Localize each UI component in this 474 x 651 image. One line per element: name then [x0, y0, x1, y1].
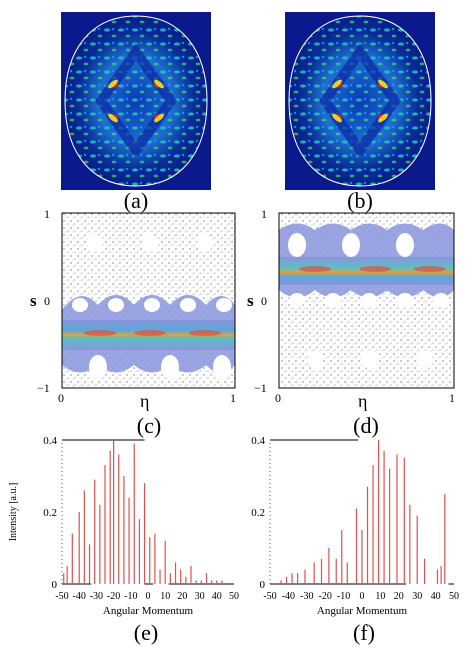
y-tick-mid: 0: [261, 294, 267, 308]
y-tick-label: 0: [260, 579, 266, 591]
y-tick-mid: 0: [44, 294, 50, 308]
phase-space-plot-d: 1 0 −1 s 0 1 η: [225, 205, 474, 420]
x-tick-label: -20: [107, 591, 120, 602]
x-tick-label: 30: [195, 591, 205, 602]
angular-momentum-chart-f: 0 0.2 0.4 -50 -40 -30 -20 -10 0 10 20 30 40 50 Angular…: [251, 435, 459, 617]
panel-label-a: (a): [123, 188, 149, 213]
y-tick-label: 0.2: [43, 507, 57, 519]
y-tick-top: 1: [261, 207, 267, 221]
x-tick-label: 40: [431, 591, 441, 602]
x-axis-label: η: [358, 391, 368, 411]
y-tick-bottom: −1: [254, 381, 267, 395]
x-tick-label: -20: [319, 591, 332, 602]
y-tick-top: 1: [44, 207, 50, 221]
wavefunction-image-b: [285, 12, 435, 190]
y-tick-label: 0.4: [251, 435, 265, 447]
panel-label-e: (e): [133, 620, 159, 645]
phase-space-plot-c: 1 0 −1 s 0 1 η: [0, 205, 240, 420]
x-tick-label: 0: [360, 591, 365, 602]
x-tick-label: -10: [124, 591, 137, 602]
x-tick-right: 1: [449, 391, 455, 405]
x-tick-label: -10: [337, 591, 350, 602]
y-tick-label: 0: [52, 579, 58, 591]
y-tick-bottom: −1: [37, 381, 50, 395]
x-tick-label: -40: [73, 591, 86, 602]
y-axis-label: Intensity [a.u.]: [8, 483, 19, 542]
x-tick-label: 50: [229, 591, 239, 602]
x-tick-label: 20: [394, 591, 404, 602]
panel-label-b: (b): [347, 188, 373, 213]
x-axis-label: η: [140, 391, 150, 411]
x-tick-left: 0: [275, 391, 281, 405]
angular-momentum-chart-e: 0 0.2 0.4 -50 -40 -30 -20 -10 0 10 20 30 40 50 Angular…: [8, 435, 239, 617]
panel-label-f: (f): [353, 620, 375, 645]
x-tick-label: 50: [449, 591, 459, 602]
x-tick-label: 20: [177, 591, 187, 602]
y-tick-label: 0.4: [43, 435, 57, 447]
x-tick-label: -50: [263, 591, 276, 602]
x-tick-right: 1: [230, 391, 236, 405]
x-axis-label: Angular Momentum: [317, 605, 408, 617]
x-tick-left: 0: [58, 391, 64, 405]
x-axis-label: Angular Momentum: [103, 605, 194, 617]
x-tick-label: 10: [375, 591, 385, 602]
x-tick-label: -30: [300, 591, 313, 602]
y-axis-label: s: [247, 291, 254, 310]
x-tick-label: 40: [212, 591, 222, 602]
panel-label-d: (d): [353, 413, 379, 438]
x-tick-label: 0: [146, 591, 151, 602]
x-tick-label: -50: [55, 591, 68, 602]
x-tick-label: -30: [90, 591, 103, 602]
x-tick-label: 30: [412, 591, 422, 602]
x-tick-label: -40: [282, 591, 295, 602]
y-tick-label: 0.2: [251, 507, 265, 519]
panel-label-c: (c): [136, 413, 162, 438]
y-axis-label: s: [30, 291, 37, 310]
x-tick-label: 10: [160, 591, 170, 602]
wavefunction-image-a: [61, 12, 211, 190]
